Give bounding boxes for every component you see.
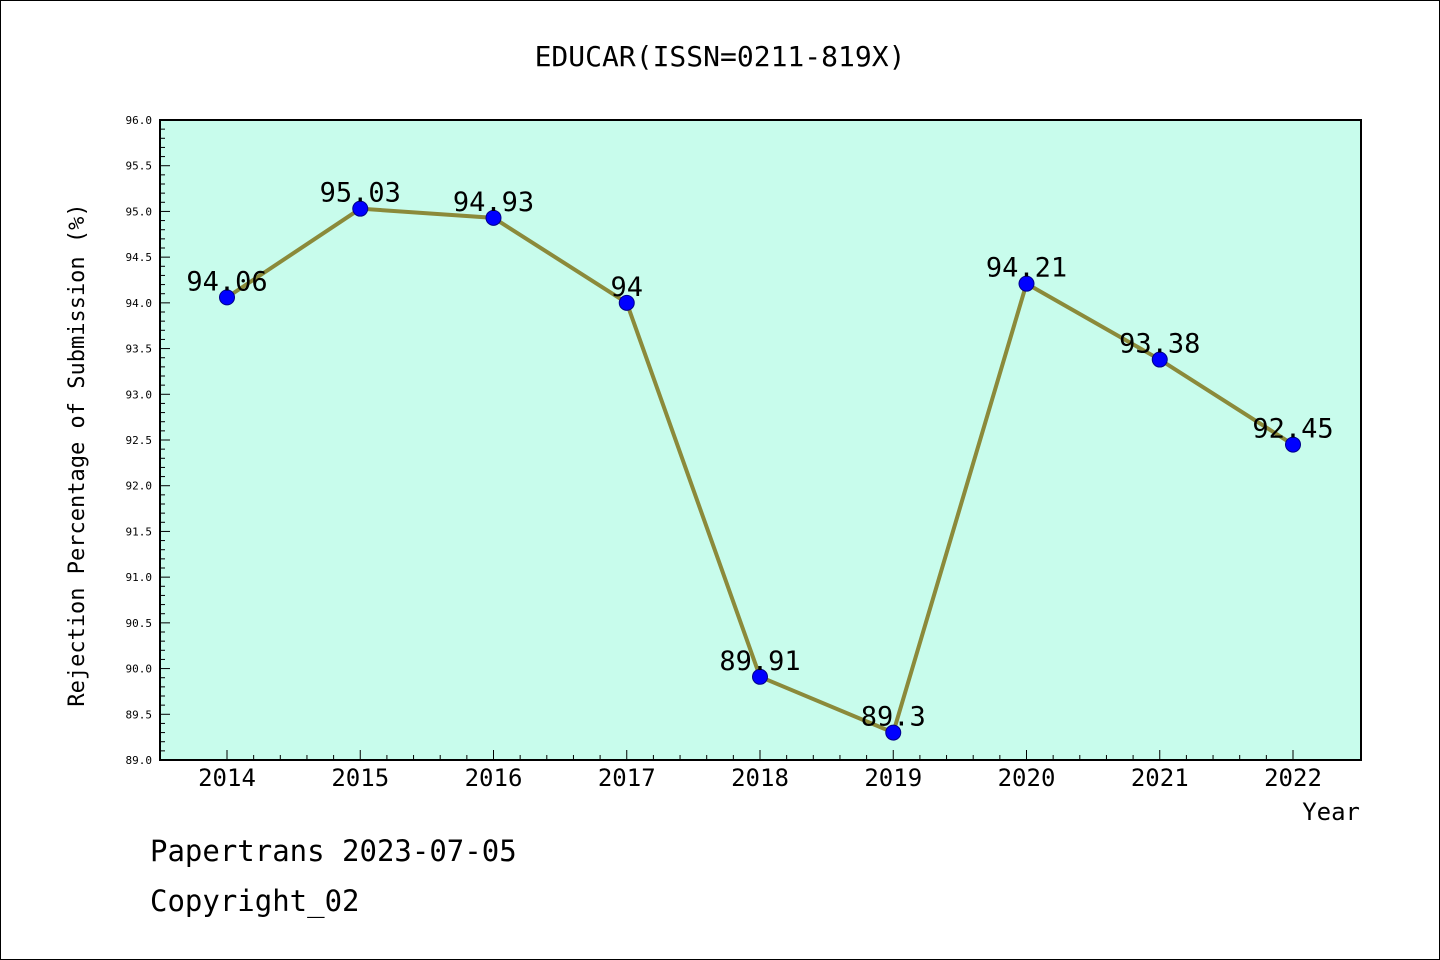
x-tick-label: 2020 xyxy=(998,764,1056,792)
x-tick-label: 2016 xyxy=(465,764,523,792)
plot-border xyxy=(159,119,1362,761)
data-label: 95.03 xyxy=(320,178,401,209)
y-tick-label: 91.5 xyxy=(126,525,153,538)
data-point xyxy=(618,294,635,311)
y-tick-label: 93.0 xyxy=(126,388,153,401)
data-point xyxy=(1285,436,1301,453)
data-point xyxy=(885,724,902,741)
y-tick-label: 94.5 xyxy=(126,251,153,264)
y-tick-label: 95.0 xyxy=(126,205,153,218)
data-label: 93.38 xyxy=(1119,329,1200,360)
x-tick-label: 2022 xyxy=(1264,764,1322,792)
chart-title: EDUCAR(ISSN=0211-819X) xyxy=(535,40,906,73)
data-label: 94.93 xyxy=(453,187,534,218)
y-tick-label: 92.0 xyxy=(126,480,153,493)
footer-date-text: Papertrans 2023-07-05 xyxy=(150,834,517,868)
y-axis-label: Rejection Percentage of Submission (%) xyxy=(65,203,90,706)
y-tick-label: 90.5 xyxy=(126,617,153,630)
data-point xyxy=(1018,275,1035,292)
data-point xyxy=(485,209,502,226)
data-label: 94.21 xyxy=(986,253,1067,284)
data-label: 92.45 xyxy=(1252,414,1333,445)
y-tick-label: 92.5 xyxy=(126,434,153,447)
y-tick-label: 90.0 xyxy=(126,663,153,676)
data-label: 94.06 xyxy=(186,266,267,297)
y-tick-label: 89.0 xyxy=(126,754,153,767)
y-tick-label: 93.5 xyxy=(126,343,153,356)
data-point xyxy=(219,289,235,306)
x-tick-label: 2017 xyxy=(598,764,656,792)
x-tick-label: 2019 xyxy=(864,764,922,792)
x-tick-label: 2018 xyxy=(731,764,789,792)
plot-area xyxy=(160,120,1361,760)
data-point xyxy=(752,668,768,685)
data-label: 94 xyxy=(610,272,643,303)
footer-copyright-text: Copyright_02 xyxy=(150,884,360,918)
data-point xyxy=(1151,351,1168,368)
y-tick-label: 89.5 xyxy=(126,708,153,721)
x-tick-label: 2014 xyxy=(198,764,256,792)
data-point xyxy=(352,200,369,217)
x-axis-label: Year xyxy=(1302,798,1360,826)
x-tick-label: 2021 xyxy=(1131,764,1189,792)
x-tick-label: 2015 xyxy=(331,764,389,792)
y-tick-label: 91.0 xyxy=(126,571,153,584)
y-tick-label: 94.0 xyxy=(126,297,153,310)
y-tick-label: 95.5 xyxy=(126,160,153,173)
data-label: 89.3 xyxy=(861,702,926,733)
data-label: 89.91 xyxy=(719,646,800,677)
y-tick-label: 96.0 xyxy=(126,114,153,127)
